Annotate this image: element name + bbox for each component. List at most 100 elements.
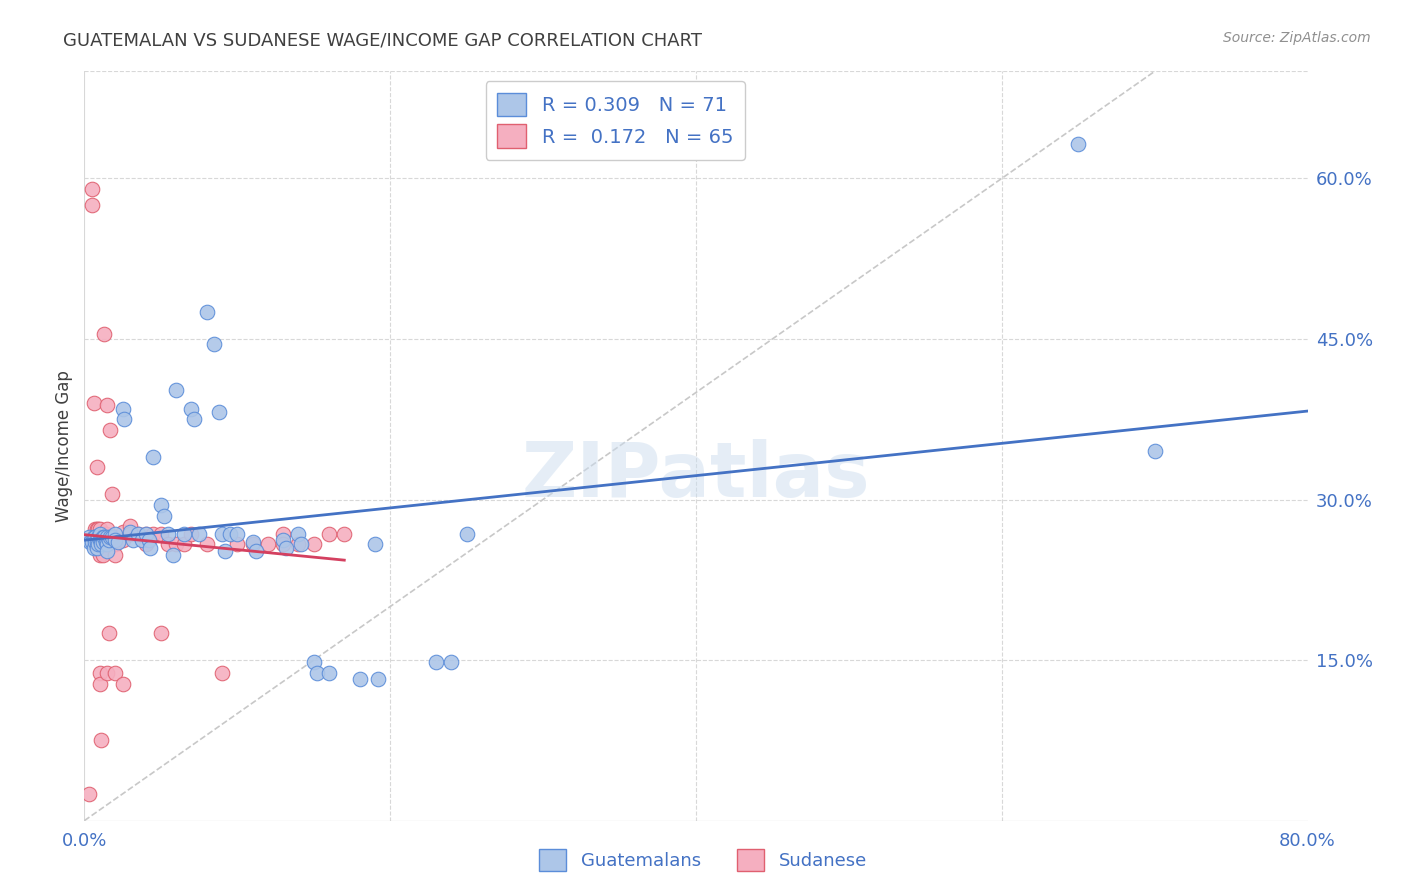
Point [107, 535, 129, 549]
Point [165, 384, 187, 398]
Point [149, 498, 172, 512]
Point [142, 450, 165, 464]
Point [139, 541, 162, 555]
Point [173, 526, 195, 541]
Point [120, 524, 142, 539]
Point [91, 537, 114, 551]
Point [97, 626, 120, 640]
Point [89, 526, 111, 541]
Point [257, 537, 280, 551]
Point [94, 535, 117, 549]
Point [98, 530, 121, 544]
Point [127, 526, 149, 541]
Point [104, 530, 127, 544]
Point [208, 405, 231, 419]
Y-axis label: Wage/Income Gap: Wage/Income Gap [55, 370, 73, 522]
Legend: R = 0.309   N = 71, R =  0.172   N = 65: R = 0.309 N = 71, R = 0.172 N = 65 [485, 81, 745, 160]
Point [104, 537, 127, 551]
Point [89, 676, 111, 690]
Point [89, 530, 111, 544]
Point [425, 655, 447, 669]
Point [83, 396, 105, 410]
Point [101, 530, 124, 544]
Point [86, 535, 108, 549]
Point [142, 526, 165, 541]
Point [245, 544, 267, 558]
Point [77, 530, 100, 544]
Point [89, 533, 111, 548]
Point [271, 533, 294, 548]
Point [80, 198, 103, 212]
Point [90, 533, 112, 548]
Point [226, 537, 249, 551]
Point [80, 535, 103, 549]
Point [120, 519, 142, 533]
Point [90, 733, 112, 747]
Point [318, 526, 340, 541]
Point [180, 401, 202, 416]
Legend: Guatemalans, Sudanese: Guatemalans, Sudanese [531, 842, 875, 879]
Point [157, 537, 180, 551]
Point [104, 533, 127, 548]
Point [94, 526, 117, 541]
Point [111, 533, 134, 548]
Point [287, 537, 309, 551]
Point [367, 673, 389, 687]
Point [90, 537, 112, 551]
Point [305, 665, 328, 680]
Point [440, 655, 463, 669]
Point [153, 508, 176, 523]
Point [87, 523, 110, 537]
Point [98, 423, 121, 437]
Point [96, 537, 118, 551]
Text: ZIPatlas: ZIPatlas [522, 439, 870, 513]
Point [242, 537, 264, 551]
Point [127, 526, 149, 541]
Point [90, 530, 112, 544]
Point [333, 526, 356, 541]
Point [318, 665, 340, 680]
Point [87, 537, 110, 551]
Point [180, 526, 202, 541]
Point [104, 665, 127, 680]
Point [79, 535, 101, 549]
Point [80, 182, 103, 196]
Point [91, 530, 114, 544]
Point [87, 530, 110, 544]
Point [120, 526, 142, 541]
Point [276, 541, 298, 555]
Point [89, 537, 111, 551]
Point [165, 537, 187, 551]
Point [87, 530, 110, 544]
Point [111, 524, 134, 539]
Point [96, 665, 118, 680]
Point [149, 526, 172, 541]
Point [138, 533, 160, 548]
Point [287, 526, 309, 541]
Point [211, 526, 233, 541]
Point [104, 548, 127, 562]
Point [364, 537, 387, 551]
Point [214, 544, 236, 558]
Point [93, 530, 115, 544]
Point [131, 533, 153, 548]
Point [87, 537, 110, 551]
Point [83, 541, 105, 555]
Point [195, 537, 218, 551]
Point [96, 533, 118, 548]
Point [93, 326, 115, 341]
Point [77, 787, 100, 801]
Point [162, 548, 184, 562]
Text: GUATEMALAN VS SUDANESE WAGE/INCOME GAP CORRELATION CHART: GUATEMALAN VS SUDANESE WAGE/INCOME GAP C… [63, 31, 702, 49]
Point [195, 305, 218, 319]
Point [302, 655, 325, 669]
Point [93, 526, 115, 541]
Point [271, 526, 294, 541]
Point [89, 548, 111, 562]
Point [349, 673, 371, 687]
Point [183, 412, 205, 426]
Point [86, 460, 108, 475]
Point [84, 523, 107, 537]
Point [83, 530, 105, 544]
Point [86, 530, 108, 544]
